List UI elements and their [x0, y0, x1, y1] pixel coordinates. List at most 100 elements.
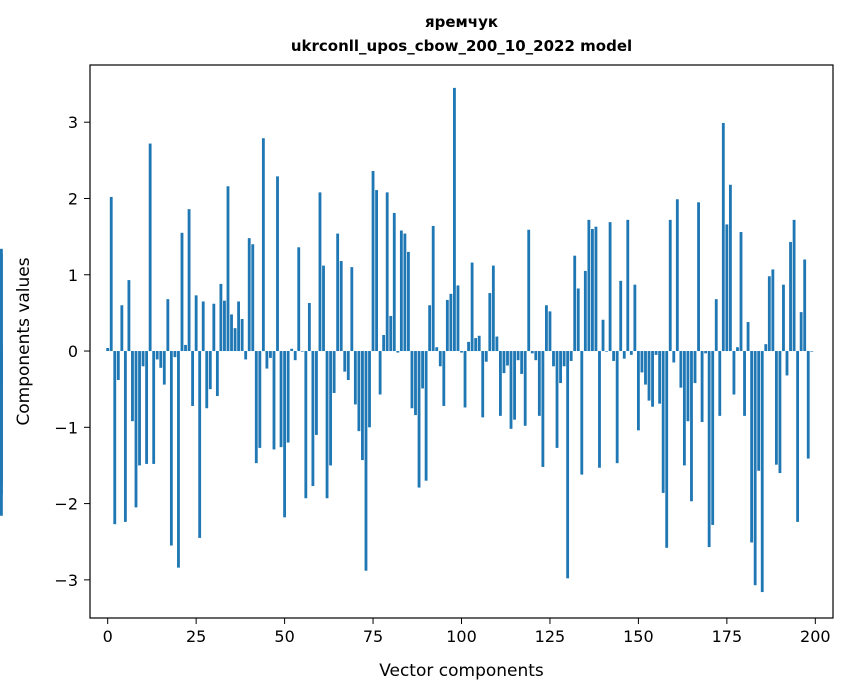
bar-170: [707, 351, 711, 548]
bar-166: [693, 351, 697, 384]
bar-89: [421, 351, 424, 389]
bar-97: [449, 293, 453, 352]
bar-193: [789, 241, 792, 352]
bar-61: [322, 265, 325, 352]
bar-75: [371, 171, 375, 352]
bar-54: [297, 247, 301, 352]
bar-18: [169, 351, 173, 546]
bar-154: [651, 351, 654, 407]
bar-15: [159, 351, 163, 368]
bar-66: [339, 261, 343, 352]
bar-91: [428, 305, 432, 352]
bar-156: [658, 351, 662, 404]
bar-56: [304, 351, 308, 499]
bar-197: [803, 259, 807, 352]
bar-40: [247, 238, 251, 352]
bar-124: [545, 305, 548, 352]
bar-180: [743, 351, 746, 416]
bar-35: [230, 314, 233, 352]
bar-8: [134, 351, 138, 508]
bar-41: [251, 244, 255, 352]
bar-85: [407, 251, 410, 352]
x-tick-label: 175: [712, 627, 743, 646]
bar-149: [633, 284, 637, 352]
bar-32: [219, 283, 223, 352]
bar-120: [530, 351, 534, 354]
bar-181: [746, 322, 750, 352]
bar-14: [155, 351, 159, 360]
bar-79: [385, 192, 389, 352]
bar-6: [127, 280, 131, 352]
bar-134: [580, 351, 584, 475]
bar-101: [463, 351, 467, 408]
bar-31: [215, 351, 219, 397]
bar-48: [276, 176, 279, 352]
bar-29: [208, 351, 212, 390]
bar-103: [470, 262, 474, 352]
bar-68: [346, 351, 350, 381]
bar-64: [332, 351, 336, 393]
bar-19: [173, 351, 177, 358]
bar-55: [300, 351, 304, 352]
bar-81: [392, 212, 396, 352]
bar-107: [484, 351, 488, 362]
bar-163: [682, 351, 686, 466]
bar-189: [774, 351, 778, 465]
x-tick-label: 25: [186, 627, 206, 646]
bar-167: [697, 202, 700, 352]
bar-140: [601, 319, 605, 352]
bar-87: [414, 351, 417, 416]
bar-151: [640, 351, 644, 373]
bar-137: [590, 228, 594, 352]
bar-155: [654, 351, 658, 355]
bar-71: [357, 351, 361, 432]
x-tick-label: 0: [103, 627, 113, 646]
bar-175: [725, 224, 729, 352]
bar-141: [605, 351, 608, 352]
bar-174: [721, 122, 725, 352]
bar-159: [668, 219, 672, 352]
bar-187: [767, 276, 771, 352]
bar-53: [293, 351, 297, 361]
bar-74: [368, 351, 371, 428]
bar-148: [629, 351, 633, 355]
bars-group: [0, 87, 814, 593]
x-tick-label: 125: [535, 627, 566, 646]
bar-179: [739, 232, 743, 352]
bar-37: [237, 301, 241, 352]
x-tick-label: 100: [446, 627, 477, 646]
chart-title: яремчук: [425, 13, 498, 31]
bar-5: [123, 351, 127, 522]
bar-94: [438, 351, 442, 367]
x-tick-label: 50: [274, 627, 294, 646]
bar-130: [566, 351, 570, 579]
bar-188: [771, 269, 775, 352]
bar-45: [265, 351, 269, 369]
bar-39: [244, 351, 248, 360]
bar-72: [361, 351, 364, 461]
bar-2: [113, 351, 117, 525]
y-tick-label: 1: [68, 266, 78, 285]
bar-33: [223, 300, 226, 352]
bar-46: [269, 351, 272, 358]
bar-184: [757, 351, 761, 471]
bar-49: [279, 351, 283, 448]
bar-93: [435, 347, 439, 352]
bar-108: [488, 293, 492, 352]
bar-186: [764, 344, 768, 352]
bar-138: [594, 226, 598, 352]
y-axis-label: Components values: [14, 257, 34, 425]
bar-117: [520, 351, 524, 374]
bar-76: [375, 190, 378, 352]
bar-99: [456, 285, 460, 352]
bar-7: [131, 351, 134, 422]
bar-131: [569, 351, 573, 361]
bar-16: [162, 351, 166, 385]
bar-62: [325, 351, 329, 499]
x-tick-label: 200: [800, 627, 831, 646]
bar-83: [399, 230, 403, 352]
bar-125: [548, 311, 552, 352]
bar-192: [785, 351, 789, 376]
